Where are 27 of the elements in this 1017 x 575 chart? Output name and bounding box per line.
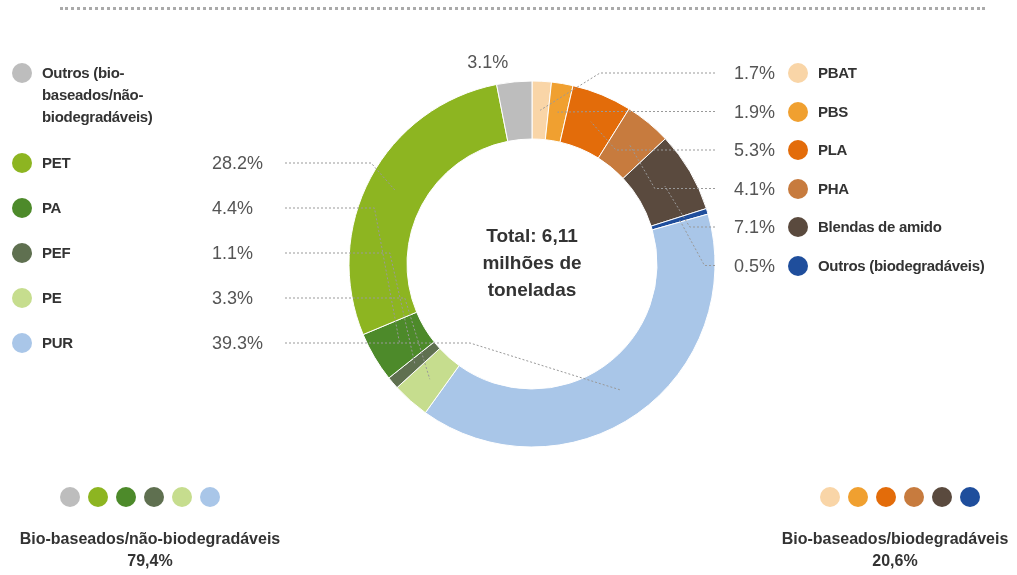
data-label: 7.1% bbox=[733, 217, 775, 238]
data-label: 1.7% bbox=[733, 63, 775, 84]
data-label: 3.3% bbox=[212, 288, 254, 309]
text: Bio-baseados/não-biodegradáveis 79,4% bbox=[18, 529, 282, 571]
text: Bio-baseados/biodegradáveis 20,6% bbox=[780, 529, 1010, 571]
data-label: 4.1% bbox=[733, 178, 775, 199]
text: Total: 6,11 milhões de toneladas bbox=[481, 224, 583, 302]
legend-label: Outros (bio-baseados/não-biodegradáveis) bbox=[42, 63, 154, 127]
legend-label: PLA bbox=[818, 140, 848, 160]
legend-label: Outros (biodegradáveis) bbox=[818, 255, 985, 276]
legend-label: PE bbox=[42, 288, 62, 308]
data-label: 39.3% bbox=[212, 333, 264, 354]
data-label: 28.2% bbox=[212, 153, 264, 174]
legend-label: Blendas de amido bbox=[818, 217, 942, 237]
legend-label: PBAT bbox=[818, 63, 857, 83]
legend-label: PUR bbox=[42, 333, 73, 353]
data-label: 0.5% bbox=[733, 255, 775, 276]
data-label: 3.1% bbox=[467, 51, 509, 72]
legend-label: PHA bbox=[818, 178, 849, 199]
data-label: 5.3% bbox=[733, 140, 775, 161]
legend-label: PA bbox=[42, 198, 62, 218]
legend-label: PEF bbox=[42, 243, 71, 263]
data-label: 1.9% bbox=[733, 101, 775, 122]
legend-label: PBS bbox=[818, 101, 848, 122]
legend-label: PET bbox=[42, 153, 71, 173]
data-label: 1.1% bbox=[212, 243, 254, 264]
data-label: 4.4% bbox=[212, 198, 254, 219]
